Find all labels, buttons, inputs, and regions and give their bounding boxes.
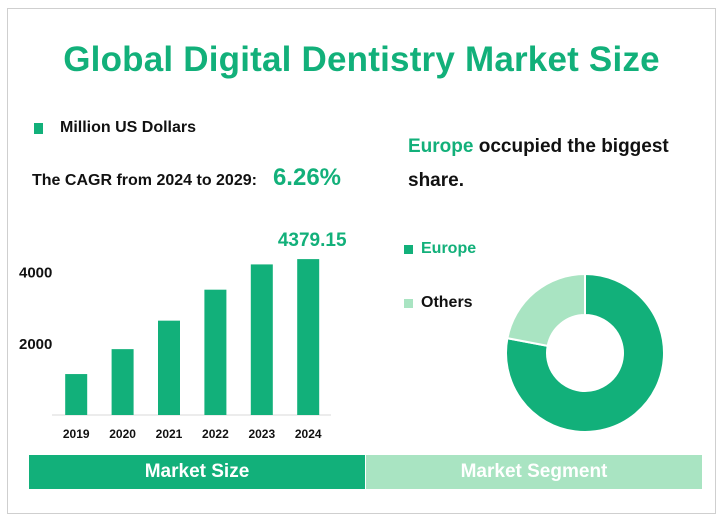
cagr-label: The CAGR from 2024 to 2029: [32, 172, 257, 190]
segment-headline: Europe occupied the biggest share. [408, 130, 698, 198]
tab-market-size[interactable]: Market Size [29, 455, 365, 489]
legend-swatch-europe [404, 245, 413, 254]
legend-label-others: Others [421, 294, 473, 312]
cagr-value: 6.26% [273, 164, 341, 192]
bar-legend: Million US Dollars [34, 119, 196, 137]
pie-legend-others: Others [404, 294, 473, 312]
legend-swatch [34, 123, 43, 134]
pie-legend-europe: Europe [404, 240, 476, 258]
page-title: Global Digital Dentistry Market Size [0, 40, 723, 80]
legend-label-europe: Europe [421, 240, 476, 258]
infographic-frame [7, 8, 716, 514]
tab-market-segment[interactable]: Market Segment [366, 455, 702, 489]
segment-highlight: Europe [408, 136, 473, 157]
legend-label: Million US Dollars [60, 119, 196, 137]
cagr-line: The CAGR from 2024 to 2029: 6.26% [32, 164, 341, 192]
legend-swatch-others [404, 299, 413, 308]
